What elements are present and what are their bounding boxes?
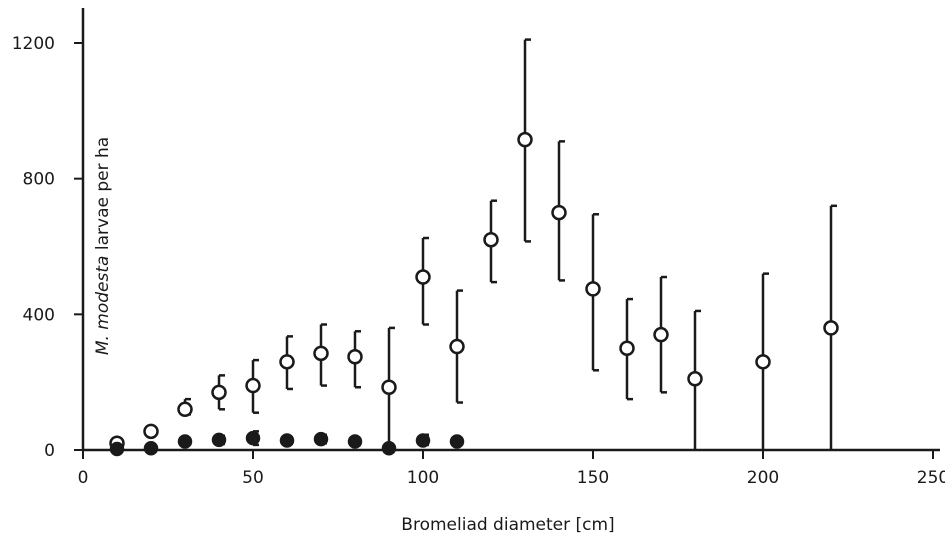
filled-circle-point xyxy=(449,434,465,449)
x-tick-label: 0 xyxy=(78,468,89,488)
open-circle-point xyxy=(245,377,261,394)
filled-circle-point xyxy=(211,432,227,448)
filled-circle-point xyxy=(245,430,261,446)
x-tick-label: 100 xyxy=(407,468,439,488)
axes xyxy=(81,8,940,452)
filled-circle-point xyxy=(347,434,363,449)
y-axis-label-unit: larvae per ha xyxy=(93,137,113,256)
y-axis-label: M. modesta larvae per ha xyxy=(93,137,113,355)
y-tick-label: 1200 xyxy=(12,34,55,54)
open-circle-point xyxy=(585,281,601,297)
open-circle-point xyxy=(687,371,703,387)
filled-circle-point xyxy=(415,433,431,448)
open-circle-point xyxy=(653,326,669,343)
open-circle-point xyxy=(313,345,329,362)
filled-circle-point xyxy=(313,431,329,447)
open-circle-point xyxy=(755,354,771,370)
x-axis-label: Bromeliad diameter [cm] xyxy=(401,515,614,535)
y-tick-label: 400 xyxy=(23,305,55,325)
open-circle-point xyxy=(347,348,363,365)
filled-circle-point xyxy=(143,441,159,456)
y-tick-label: 800 xyxy=(23,170,55,190)
filled-circle-point xyxy=(279,433,295,448)
open-circle-point xyxy=(517,131,533,148)
open-circle-point xyxy=(823,320,839,336)
open-circle-point xyxy=(619,340,635,356)
ticks: 0 50 100 150 200 250 0 400 800 1200 xyxy=(12,34,945,488)
x-tick-label: 200 xyxy=(747,468,779,488)
open-circle-point xyxy=(143,423,159,440)
open-circle-point xyxy=(449,338,465,355)
y-tick-label: 0 xyxy=(44,441,55,461)
open-circle-point xyxy=(279,354,295,370)
x-tick-label: 150 xyxy=(577,468,609,488)
x-tick-label: 50 xyxy=(242,468,264,488)
x-tick-label: 250 xyxy=(917,468,945,488)
data-points xyxy=(109,131,839,457)
y-axis-label-species: M. modesta xyxy=(93,256,113,356)
open-circle-point xyxy=(211,384,227,401)
open-circle-point xyxy=(177,401,193,418)
open-circle-point xyxy=(381,379,397,396)
filled-circle-point xyxy=(177,434,193,449)
open-circle-point xyxy=(551,204,567,221)
open-circle-point xyxy=(415,269,431,285)
filled-circle-point xyxy=(381,441,397,456)
open-circle-point xyxy=(483,231,499,248)
